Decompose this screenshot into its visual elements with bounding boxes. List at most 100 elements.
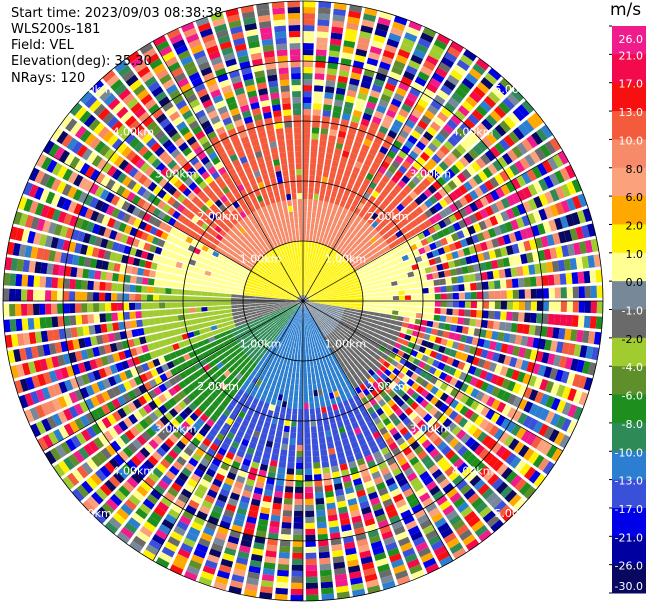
radar-gate — [248, 334, 255, 340]
radar-gate — [384, 44, 398, 54]
radar-gate — [448, 366, 457, 376]
radar-gate — [69, 303, 76, 314]
radar-gate — [316, 275, 321, 282]
radar-gate — [158, 393, 168, 404]
radar-gate — [63, 423, 75, 436]
radar-gate — [337, 451, 345, 460]
radar-gate — [308, 384, 313, 391]
radar-gate — [268, 428, 276, 436]
radar-gate — [307, 292, 312, 297]
radar-gate — [347, 318, 354, 323]
radar-gate — [303, 318, 305, 325]
radar-gate — [443, 269, 451, 277]
radar-gate — [415, 140, 426, 151]
radar-gate — [362, 237, 370, 245]
radar-gate — [338, 457, 347, 465]
radar-gate — [345, 223, 352, 231]
radar-gate — [570, 329, 578, 342]
radar-gate — [510, 474, 523, 488]
radar-gate — [458, 196, 469, 207]
radar-gate — [524, 153, 536, 167]
radar-gate — [323, 164, 331, 172]
radar-gate — [319, 290, 325, 294]
radar-gate — [206, 489, 218, 499]
radar-gate — [322, 330, 328, 336]
radar-gate — [168, 387, 177, 397]
radar-gate — [108, 475, 121, 488]
radar-gate — [220, 280, 228, 285]
radar-gate — [259, 346, 266, 353]
radar-gate — [347, 281, 355, 286]
radar-gate — [285, 327, 290, 334]
radar-gate — [304, 444, 311, 451]
radar-gate — [401, 175, 411, 184]
radar-gate — [318, 545, 330, 553]
radar-gate — [344, 101, 354, 110]
radar-gate — [316, 37, 328, 45]
radar-gate — [308, 330, 311, 337]
radar-gate — [407, 525, 421, 536]
radar-gate — [434, 286, 441, 293]
radar-gate — [343, 271, 350, 277]
radar-gate — [331, 160, 339, 168]
radar-gate — [311, 438, 319, 445]
radar-gate — [116, 395, 127, 406]
radar-gate — [254, 341, 261, 348]
radar-gate — [392, 305, 399, 311]
radar-gate — [516, 266, 524, 277]
radar-gate — [324, 158, 332, 166]
radar-gate — [422, 260, 431, 268]
radar-gate — [181, 467, 192, 478]
radar-gate — [332, 111, 341, 119]
radar-gate — [445, 235, 454, 244]
radar-gate — [460, 433, 471, 444]
radar-gate — [349, 271, 357, 276]
radar-gate — [288, 353, 292, 360]
radar-gate — [541, 352, 550, 364]
radar-gate — [522, 415, 533, 428]
radar-gate — [214, 283, 221, 288]
radar-gate — [431, 512, 444, 524]
radar-gate — [211, 267, 219, 274]
radar-gate — [315, 284, 321, 289]
radar-gate — [442, 330, 450, 339]
radar-gate — [455, 479, 468, 491]
radar-gate — [387, 202, 396, 211]
radar-gate — [352, 320, 360, 325]
radar-gate — [318, 269, 323, 276]
radar-gate — [315, 49, 327, 57]
radar-gate — [409, 456, 420, 466]
radar-gate — [323, 418, 330, 426]
radar-gate — [523, 401, 534, 414]
radar-gate — [347, 315, 355, 320]
radar-gate — [360, 197, 368, 205]
radar-gate — [173, 404, 183, 414]
radar-gate — [284, 319, 289, 326]
radar-gate — [261, 303, 268, 306]
radar-gate — [312, 115, 321, 122]
radar-gate — [232, 361, 240, 369]
radar-gate — [326, 293, 333, 296]
radar-gate — [465, 385, 475, 396]
radar-gate — [345, 254, 352, 261]
radar-gate — [296, 456, 303, 464]
radar-gate — [357, 418, 366, 427]
radar-gate — [357, 188, 365, 197]
radar-gate — [322, 350, 328, 357]
radar-gate — [483, 95, 497, 109]
radar-gate — [188, 374, 197, 383]
radar-gate — [204, 355, 213, 364]
radar-gate — [363, 258, 371, 265]
radar-gate — [461, 449, 473, 461]
radar-gate — [304, 312, 306, 319]
radar-gate — [412, 482, 424, 493]
radar-gate — [201, 390, 210, 399]
radar-gate — [280, 331, 285, 338]
radar-gate — [132, 490, 145, 502]
radar-gate — [461, 266, 469, 274]
radar-gate — [490, 259, 499, 269]
radar-gate — [423, 188, 433, 198]
radar-gate — [324, 275, 330, 281]
radar-gate — [264, 356, 270, 364]
radar-gate — [492, 321, 500, 330]
